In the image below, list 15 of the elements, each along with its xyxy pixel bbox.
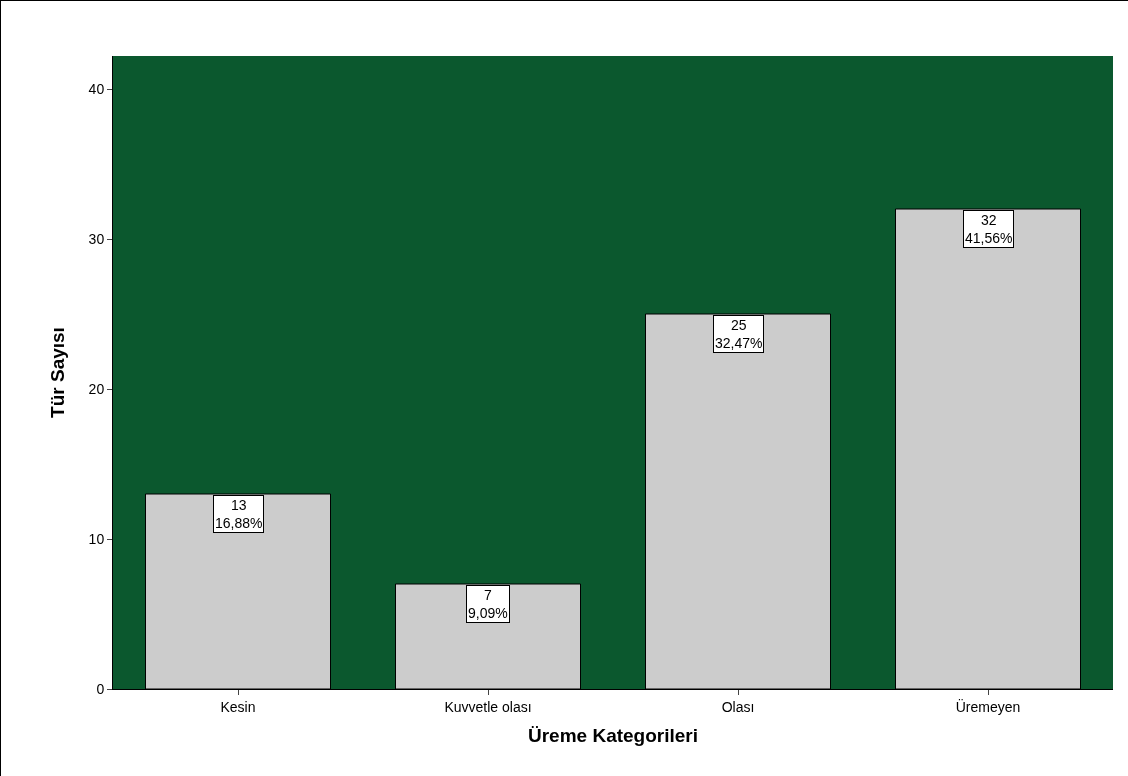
data-label: 25 32,47% — [715, 317, 763, 352]
x-tick-label: Olası — [721, 698, 755, 715]
y-tick-label: 40 — [88, 80, 105, 97]
data-label: 7 9,09% — [468, 587, 508, 622]
x-tick-label: Kuvvetle olası — [444, 698, 532, 715]
x-tick-label: Üremeyen — [955, 697, 1021, 715]
data-label: 13 16,88% — [215, 497, 263, 532]
y-tick-label: 30 — [88, 230, 105, 247]
x-axis-title: Üreme Kategorileri — [527, 724, 699, 746]
y-tick-label: 20 — [88, 380, 105, 397]
x-tick-label: Kesin — [220, 698, 256, 715]
y-tick-label: 0 — [96, 680, 105, 697]
data-label: 32 41,56% — [965, 212, 1013, 247]
y-axis-title: Tür Sayısı — [47, 327, 69, 418]
y-tick-label: 10 — [88, 530, 105, 547]
